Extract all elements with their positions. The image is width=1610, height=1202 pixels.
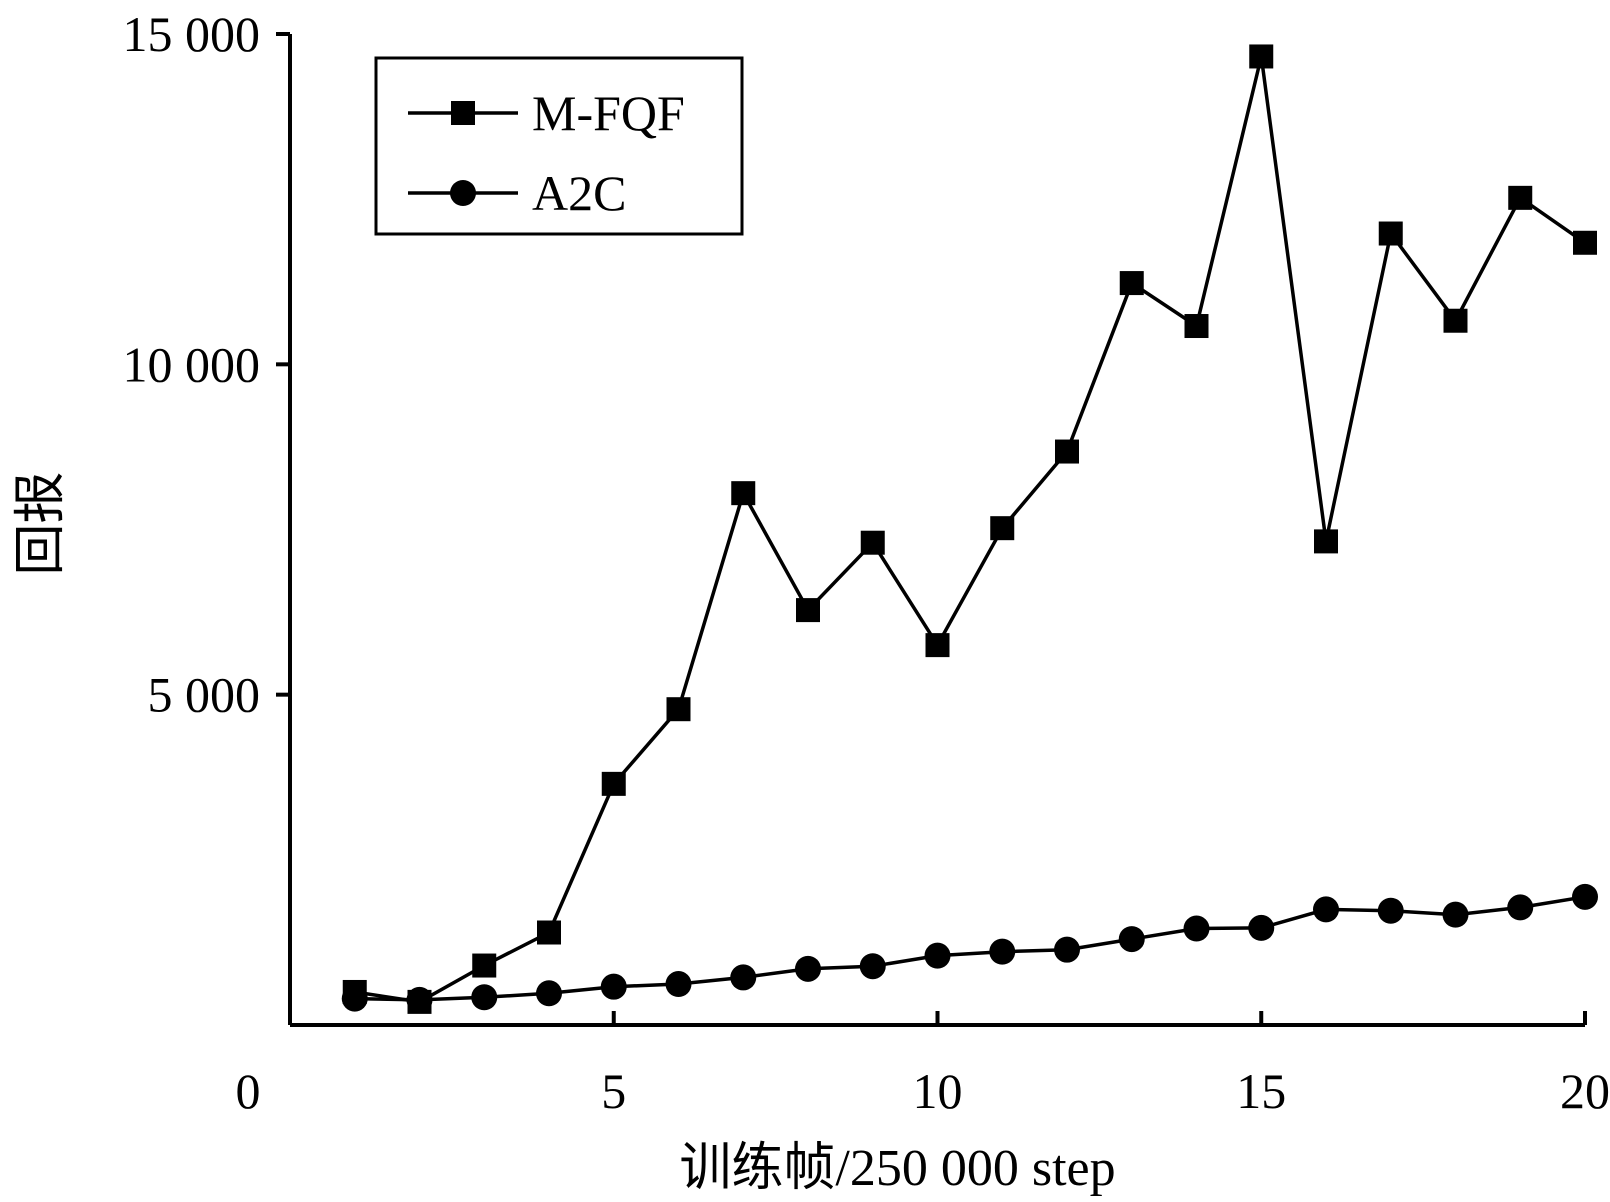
data-point xyxy=(1377,897,1404,924)
legend-label: A2C xyxy=(532,165,626,221)
data-point xyxy=(666,697,691,722)
legend: M-FQF A2C xyxy=(374,56,744,236)
data-point xyxy=(601,771,626,796)
legend-item: M-FQF xyxy=(408,85,685,141)
legend-label: M-FQF xyxy=(532,85,685,141)
y-axis-title: 回报 xyxy=(13,471,70,575)
data-point xyxy=(471,984,498,1011)
tick-marks xyxy=(276,32,1587,1025)
data-point xyxy=(665,971,692,998)
data-point xyxy=(1572,883,1598,910)
data-point xyxy=(924,942,951,969)
x-tick-label: 20 xyxy=(1560,1063,1610,1119)
data-point xyxy=(1249,44,1274,69)
data-point xyxy=(1054,936,1080,963)
data-point xyxy=(925,633,950,658)
data-point xyxy=(537,920,561,945)
legend-marker xyxy=(451,101,475,125)
data-point xyxy=(1443,308,1468,333)
y-tick-label: 10 000 xyxy=(123,336,261,392)
data-point xyxy=(1055,439,1079,464)
data-point xyxy=(1248,914,1275,941)
series-a2c xyxy=(341,883,1598,1013)
data-point xyxy=(1184,314,1209,339)
series-layer xyxy=(341,44,1598,1014)
data-point xyxy=(1118,926,1145,953)
x-tick-label: 5 xyxy=(601,1063,626,1119)
data-point xyxy=(1442,901,1469,928)
data-point xyxy=(406,986,433,1013)
data-point xyxy=(1183,915,1210,942)
data-point xyxy=(860,530,885,555)
x-tick-label: 10 xyxy=(913,1063,963,1119)
legend-items: M-FQF A2C xyxy=(408,85,685,221)
y-tick-label: 15 000 xyxy=(123,6,261,62)
data-point xyxy=(1573,230,1597,255)
data-point xyxy=(1119,271,1144,296)
data-point xyxy=(536,980,562,1007)
x-origin-label: 0 xyxy=(236,1063,261,1119)
legend-marker xyxy=(450,180,476,206)
data-point xyxy=(990,516,1015,541)
data-point xyxy=(859,953,886,980)
data-point xyxy=(989,938,1016,965)
legend-item: A2C xyxy=(408,165,626,221)
x-axis-title: 训练帧/250 000 step xyxy=(679,1140,1115,1197)
data-point xyxy=(472,953,497,978)
x-tick-label: 15 xyxy=(1236,1063,1286,1119)
data-point xyxy=(731,481,756,506)
data-point xyxy=(1508,185,1533,210)
data-point xyxy=(730,964,757,991)
data-point xyxy=(341,985,368,1012)
legend-box xyxy=(374,56,744,236)
data-point xyxy=(1507,894,1534,921)
tick-labels: 5 000 10 000 15 000 5 10 15 20 xyxy=(123,6,1610,1119)
data-point xyxy=(1313,896,1339,923)
data-point xyxy=(1314,529,1338,554)
data-point xyxy=(796,598,820,623)
data-point xyxy=(795,955,821,982)
series-line xyxy=(354,56,1586,1004)
y-tick-label: 5 000 xyxy=(148,667,261,723)
data-point xyxy=(600,973,627,1000)
data-point xyxy=(1378,221,1403,246)
